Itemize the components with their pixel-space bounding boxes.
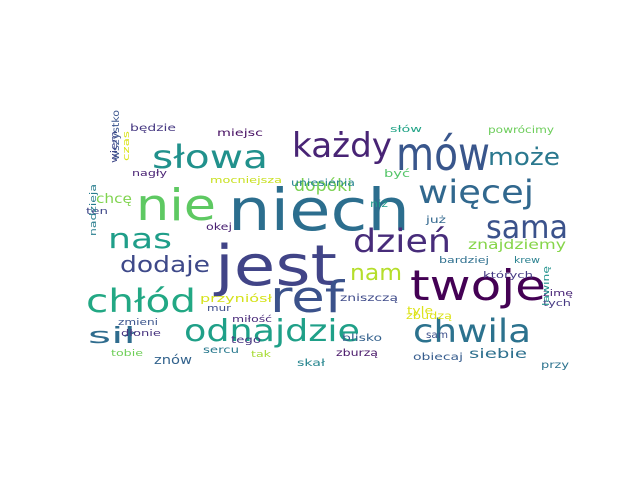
cloud-word-odnajdzie: odnajdzie xyxy=(184,314,360,349)
cloud-word-znajdziemy: znajdziemy xyxy=(468,238,566,253)
cloud-word-dopoki: dopóki xyxy=(294,176,352,196)
cloud-word-nadzieja: nadzieja xyxy=(89,184,99,236)
cloud-word-tych: tych xyxy=(543,299,571,309)
cloud-word-zburza: zburzą xyxy=(336,348,378,359)
cloud-word-nam: nam xyxy=(350,261,402,286)
cloud-word-niech: niech xyxy=(228,176,410,244)
cloud-word-wiem: wiem xyxy=(110,131,120,163)
cloud-word-przy: przy xyxy=(541,360,569,371)
cloud-word-nas: nas xyxy=(108,222,172,255)
cloud-word-chce: chcę xyxy=(96,192,132,207)
cloud-word-sil: sił xyxy=(88,324,138,349)
cloud-word-chwila: chwila xyxy=(413,312,531,350)
cloud-word-krew: krew xyxy=(514,256,540,266)
cloud-word-juz: już xyxy=(425,215,446,226)
cloud-word-okej: okej xyxy=(206,222,232,233)
cloud-word-tego: tego xyxy=(231,335,261,346)
cloud-word-slow: słów xyxy=(390,124,422,135)
cloud-word-czas: czas xyxy=(122,131,132,161)
cloud-word-nagly: nagły xyxy=(132,169,168,179)
cloud-word-dlonie: dłonie xyxy=(121,329,162,339)
cloud-word-sama: sama xyxy=(486,208,568,246)
cloud-word-skal: skał xyxy=(297,358,325,369)
cloud-word-powrocimy: powrócimy xyxy=(488,124,554,136)
cloud-word-milosc: miłość xyxy=(232,314,272,325)
cloud-word-bedzie: będzie xyxy=(130,123,176,134)
cloud-word-lawine: lawinę xyxy=(542,265,552,306)
cloud-word-sam: sam xyxy=(426,330,448,341)
cloud-word-dodaje: dodaje xyxy=(120,253,210,278)
cloud-word-znow: znów xyxy=(154,353,192,367)
cloud-word-obiecaj: obiecaj xyxy=(413,352,463,363)
cloud-word-zbudza: zbudzą xyxy=(406,311,452,322)
cloud-word-bardziej: bardziej xyxy=(439,256,489,266)
cloud-word-zmieni: zmieni xyxy=(118,318,158,328)
cloud-word-dzien: dzień xyxy=(353,222,451,260)
cloud-word-moze: może xyxy=(488,143,560,171)
cloud-word-tak: tak xyxy=(251,350,272,360)
cloud-word-mur: mur xyxy=(207,304,231,314)
cloud-word-blisko: blisko xyxy=(342,333,382,344)
cloud-word-niz: niż xyxy=(370,199,388,210)
cloud-word-tyle: tyle xyxy=(407,304,433,317)
cloud-word-sercu: sercu xyxy=(203,345,239,356)
cloud-word-jest: jest xyxy=(213,234,337,299)
cloud-word-zime: zimę xyxy=(543,289,574,299)
cloud-word-chlod: chłód xyxy=(86,282,196,320)
cloud-word-ktorych: których xyxy=(483,270,533,281)
cloud-word-przyniosl: przyniósł xyxy=(200,292,273,305)
cloud-word-twoje: twoje xyxy=(410,261,546,310)
cloud-word-siebie: siebie xyxy=(469,347,527,362)
cloud-word-tobie: tobie xyxy=(111,349,144,359)
cloud-word-mocniejsza: mocniejsza xyxy=(210,176,282,186)
cloud-word-byc: być xyxy=(384,167,410,180)
cloud-word-zniszcza: zniszczą xyxy=(340,293,398,304)
cloud-word-slowa: słowa xyxy=(152,138,268,176)
cloud-word-wszystko: wszystko xyxy=(111,110,122,160)
cloud-word-mow: mów xyxy=(396,127,490,181)
cloud-word-miejsc: miejsc xyxy=(217,128,263,139)
cloud-word-uniesienia: uniesienia xyxy=(291,178,355,189)
cloud-word-nie: nie xyxy=(136,180,216,231)
cloud-word-kazdy: każdy xyxy=(292,126,392,166)
cloud-word-ref: ref xyxy=(270,272,346,323)
cloud-word-ten: ten xyxy=(86,207,108,217)
cloud-word-wiecej: więcej xyxy=(418,173,534,211)
